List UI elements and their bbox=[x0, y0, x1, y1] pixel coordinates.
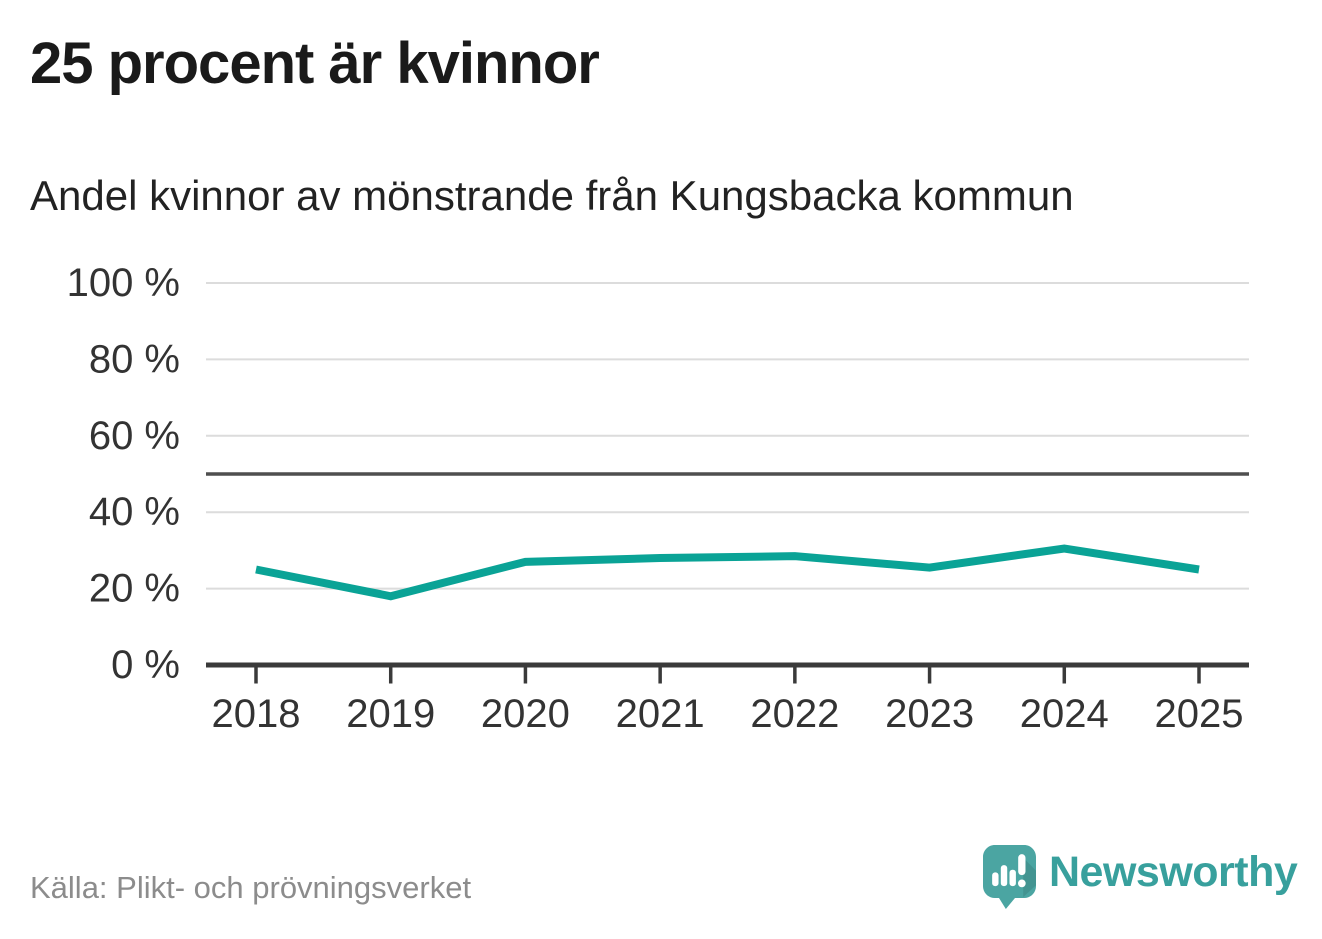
y-tick-label-40: 40 % bbox=[89, 490, 180, 534]
y-tick-label-100: 100 % bbox=[67, 261, 180, 305]
chart-subtitle: Andel kvinnor av mönstrande från Kungsba… bbox=[30, 172, 1074, 219]
logo-fold-shadow bbox=[1023, 857, 1036, 898]
y-tick-label-80: 80 % bbox=[89, 337, 180, 381]
x-tick-label-2020: 2020 bbox=[481, 692, 570, 736]
line-chart: 2018 2019 2020 2021 2022 2023 2024 2025 0 % 20 % 4… bbox=[67, 261, 1249, 736]
newsworthy-logo-icon bbox=[983, 845, 1036, 909]
x-tick-label-2025: 2025 bbox=[1155, 692, 1244, 736]
y-tick-label-20: 20 % bbox=[89, 567, 180, 611]
logo-exclamation-dot bbox=[1017, 879, 1026, 888]
logo-bar-3 bbox=[1009, 869, 1016, 887]
y-tick-label-0: 0 % bbox=[111, 643, 180, 687]
x-tick-label-2023: 2023 bbox=[885, 692, 974, 736]
x-tick-label-2022: 2022 bbox=[750, 692, 839, 736]
brand-wordmark: Newsworthy bbox=[1049, 847, 1298, 896]
data-line bbox=[255, 544, 1200, 601]
page-title: 25 procent är kvinnor bbox=[30, 31, 600, 96]
logo-bar-1 bbox=[992, 872, 999, 887]
logo-exclamation-bar bbox=[1018, 854, 1026, 876]
source-note: Källa: Plikt- och prövningsverket bbox=[30, 870, 472, 905]
x-tick-label-2019: 2019 bbox=[346, 692, 435, 736]
x-tick-label-2021: 2021 bbox=[616, 692, 705, 736]
newsworthy-logo: Newsworthy bbox=[983, 845, 1298, 909]
y-tick-label-60: 60 % bbox=[89, 414, 180, 458]
x-tick-label-2024: 2024 bbox=[1020, 692, 1109, 736]
x-tick-label-2018: 2018 bbox=[212, 692, 301, 736]
logo-bar-2 bbox=[1000, 865, 1008, 887]
